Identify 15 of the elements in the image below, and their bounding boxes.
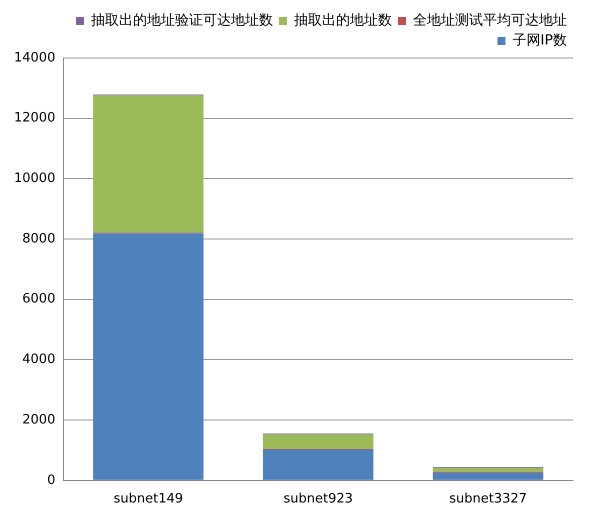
y-tick-label: 14000 — [14, 50, 56, 66]
y-tick-label: 12000 — [14, 110, 56, 126]
y-tick-label: 4000 — [22, 352, 56, 368]
legend-label: 全地址测试平均可达地址 — [413, 12, 567, 29]
y-tick-label: 10000 — [14, 171, 56, 186]
y-tick-label: 0 — [47, 472, 56, 488]
legend-label: 抽取出的地址验证可达地址数 — [91, 12, 273, 29]
y-tick-label: 8000 — [22, 231, 56, 246]
legend-label: 子网IP数 — [512, 32, 568, 49]
legend-label: 抽取出的地址数 — [294, 12, 392, 29]
y-tick-label: 2000 — [22, 412, 56, 428]
x-tick-label: subnet3327 — [449, 492, 527, 507]
y-tick-label: 6000 — [22, 292, 56, 307]
x-tick-label: subnet149 — [114, 492, 184, 507]
x-tick-label: subnet923 — [283, 492, 353, 507]
